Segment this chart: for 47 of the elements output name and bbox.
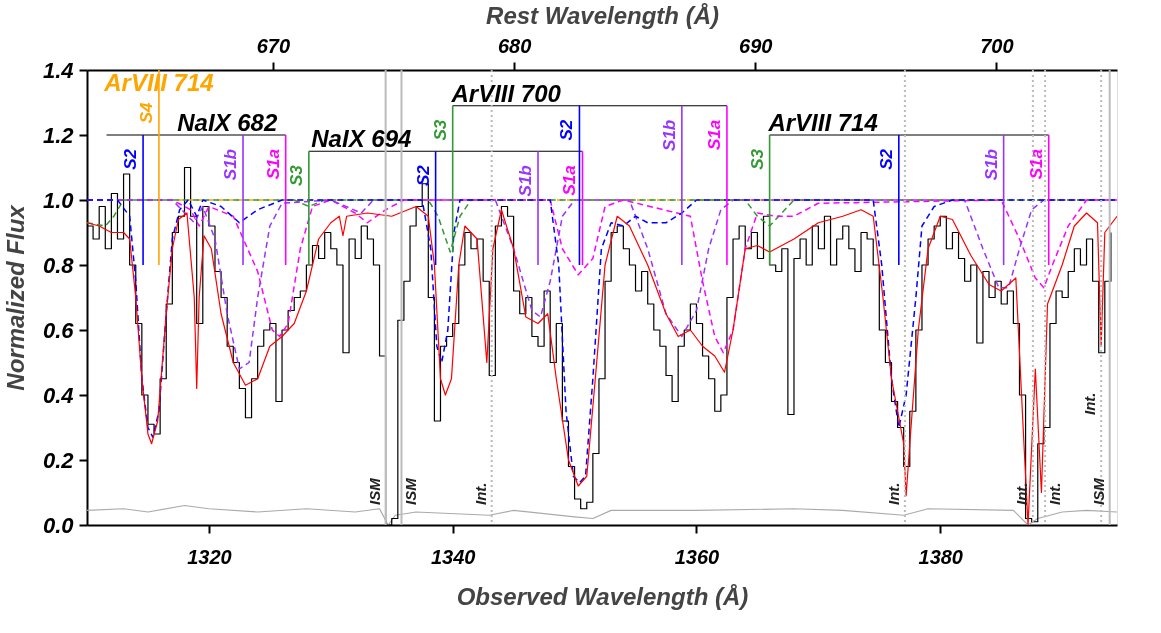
x2-tick-label: 680 xyxy=(497,34,532,57)
ref-line-label: Int. xyxy=(471,482,489,505)
text: S1a xyxy=(263,149,283,180)
text: S3 xyxy=(747,148,767,170)
ref-line-label: Int. xyxy=(1012,482,1030,505)
text: S3 xyxy=(430,119,450,141)
text: S3 xyxy=(286,164,306,187)
ref-line-label: Int. xyxy=(884,482,902,505)
ref-line-label: Int. xyxy=(1046,482,1064,505)
annotation: S4 xyxy=(136,101,156,124)
annotation: NaIX 694 xyxy=(311,125,412,153)
y-tick-label: 0.4 xyxy=(42,382,74,408)
y-tick-label: 0.6 xyxy=(42,317,75,343)
x-tick-label: 1360 xyxy=(674,545,720,568)
ref-line-label: ISM xyxy=(402,477,420,505)
annotation: ArVIII 714 xyxy=(767,109,878,136)
y-axis-title: Normalized Flux xyxy=(1,203,29,391)
ref-line-label: ISM xyxy=(1089,477,1107,505)
text: S1b xyxy=(516,165,536,197)
text: S1b xyxy=(981,149,1001,181)
annotation: ArVIII 700 xyxy=(450,79,562,107)
y-tick-label: 0.0 xyxy=(42,512,75,538)
ref-line-label: ISM xyxy=(365,477,383,505)
x-tick-label: 1380 xyxy=(918,545,963,568)
y-tick-label: 1.0 xyxy=(42,187,75,213)
annotation: NaIX 682 xyxy=(177,109,278,136)
text: S2 xyxy=(557,119,577,141)
x2-tick-label: 690 xyxy=(739,34,773,57)
text: S1a xyxy=(704,119,724,150)
x-tick-label: 1320 xyxy=(187,545,232,568)
text: S2 xyxy=(876,148,896,170)
text: S1b xyxy=(659,119,679,151)
text: S1a xyxy=(1026,149,1046,180)
x-axis-title: Observed Wavelength (Å) xyxy=(456,582,749,610)
y-tick-label: 0.2 xyxy=(42,447,75,473)
y-tick-label: 1.2 xyxy=(42,122,75,148)
text: S1a xyxy=(560,165,580,196)
ref-line-label: Int. xyxy=(1081,392,1099,415)
y-tick-label: 0.8 xyxy=(42,252,75,278)
x2-axis-title: Rest Wavelength (Å) xyxy=(486,1,719,29)
text: S2 xyxy=(413,164,433,187)
x2-tick-label: 700 xyxy=(980,34,1014,57)
text: S1b xyxy=(221,149,241,181)
y-tick-label: 1.4 xyxy=(42,57,74,83)
x-tick-label: 1340 xyxy=(430,545,476,568)
text: S2 xyxy=(121,148,141,170)
x2-tick-label: 670 xyxy=(256,34,291,57)
